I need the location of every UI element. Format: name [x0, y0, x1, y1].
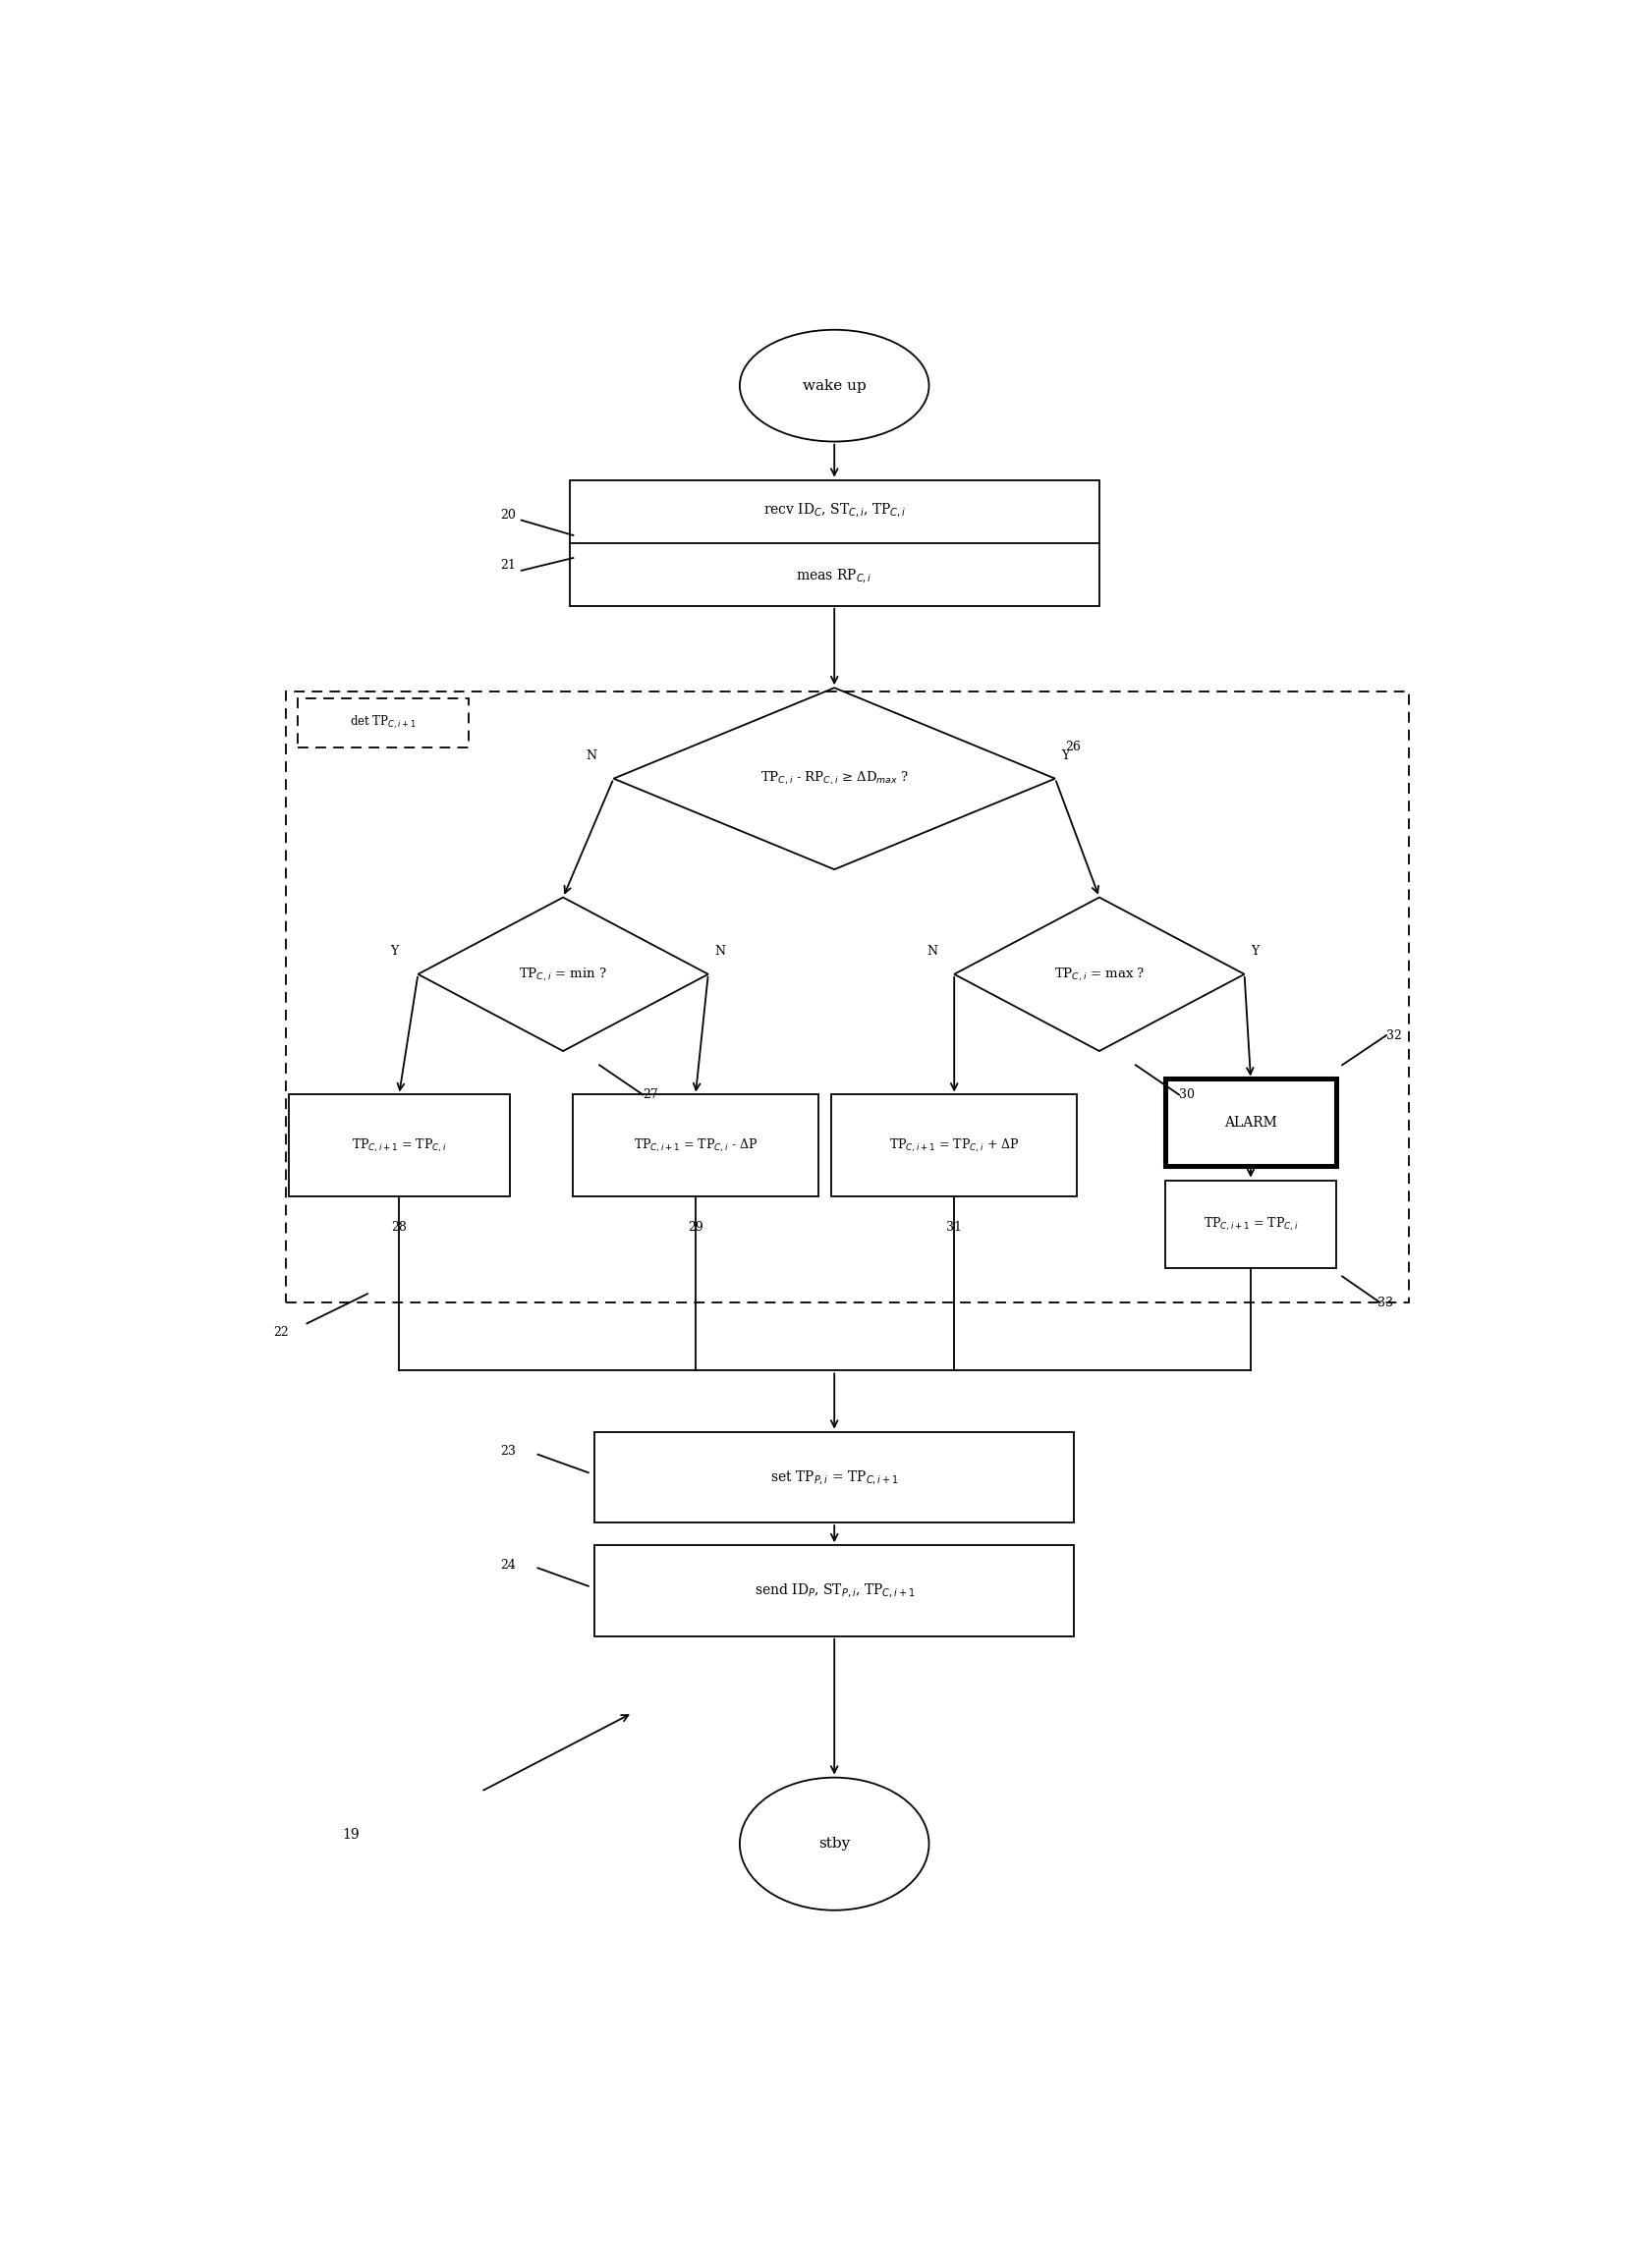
Text: 23: 23 [500, 1445, 516, 1458]
Text: send ID$_{P}$, ST$_{P,i}$, TP$_{C,i+1}$: send ID$_{P}$, ST$_{P,i}$, TP$_{C,i+1}$ [754, 1581, 915, 1599]
Text: 30: 30 [1179, 1089, 1195, 1100]
Text: wake up: wake up [803, 379, 866, 392]
Text: N: N [715, 946, 726, 957]
Text: det TP$_{C,i+1}$: det TP$_{C,i+1}$ [350, 714, 417, 730]
Text: TP$_{C,i+1}$ = TP$_{C,i}$: TP$_{C,i+1}$ = TP$_{C,i}$ [1203, 1216, 1298, 1232]
Text: Y: Y [1250, 946, 1258, 957]
Bar [1166, 1179, 1337, 1268]
Text: Y: Y [391, 946, 399, 957]
Bar [298, 699, 469, 746]
Text: TP$_{C,i+1}$ = TP$_{C,i}$ + ΔP: TP$_{C,i+1}$ = TP$_{C,i}$ + ΔP [889, 1136, 1019, 1154]
Text: 24: 24 [500, 1558, 516, 1572]
Text: 33: 33 [1377, 1295, 1394, 1309]
Text: N: N [926, 946, 938, 957]
Text: TP$_{C,i+1}$ = TP$_{C,i}$ - ΔP: TP$_{C,i+1}$ = TP$_{C,i}$ - ΔP [633, 1136, 757, 1154]
Bar [832, 1095, 1078, 1195]
Text: 19: 19 [342, 1828, 360, 1842]
Text: 32: 32 [1387, 1030, 1402, 1041]
Text: TP$_{C,i}$ = max ?: TP$_{C,i}$ = max ? [1053, 966, 1144, 982]
Bar [288, 1095, 510, 1195]
Bar [594, 1545, 1074, 1635]
Text: meas RP$_{C,i}$: meas RP$_{C,i}$ [796, 567, 873, 585]
Bar [1166, 1080, 1337, 1166]
Text: 21: 21 [500, 560, 516, 572]
Text: ALARM: ALARM [1224, 1116, 1276, 1129]
Text: recv ID$_{C}$, ST$_{C,i}$, TP$_{C,i}$: recv ID$_{C}$, ST$_{C,i}$, TP$_{C,i}$ [764, 501, 905, 519]
Bar [573, 1095, 819, 1195]
Text: 29: 29 [687, 1220, 703, 1234]
Bar [285, 692, 1408, 1302]
Text: set TP$_{P,i}$ = TP$_{C,i+1}$: set TP$_{P,i}$ = TP$_{C,i+1}$ [770, 1467, 899, 1486]
Text: TP$_{C,i+1}$ = TP$_{C,i}$: TP$_{C,i+1}$ = TP$_{C,i}$ [352, 1136, 446, 1154]
Bar [570, 481, 1099, 606]
Text: stby: stby [819, 1837, 850, 1851]
Text: TP$_{C,i}$ = min ?: TP$_{C,i}$ = min ? [519, 966, 607, 982]
Text: N: N [586, 748, 596, 762]
Text: 22: 22 [274, 1327, 288, 1338]
Text: 26: 26 [1065, 742, 1081, 753]
Bar [594, 1431, 1074, 1522]
Text: 28: 28 [391, 1220, 407, 1234]
Text: TP$_{C,i}$ - RP$_{C,i}$ ≥ ΔD$_{max}$ ?: TP$_{C,i}$ - RP$_{C,i}$ ≥ ΔD$_{max}$ ? [760, 771, 908, 787]
Text: 31: 31 [946, 1220, 962, 1234]
Text: 27: 27 [643, 1089, 658, 1100]
Text: Y: Y [1061, 748, 1070, 762]
Text: 20: 20 [500, 508, 516, 522]
